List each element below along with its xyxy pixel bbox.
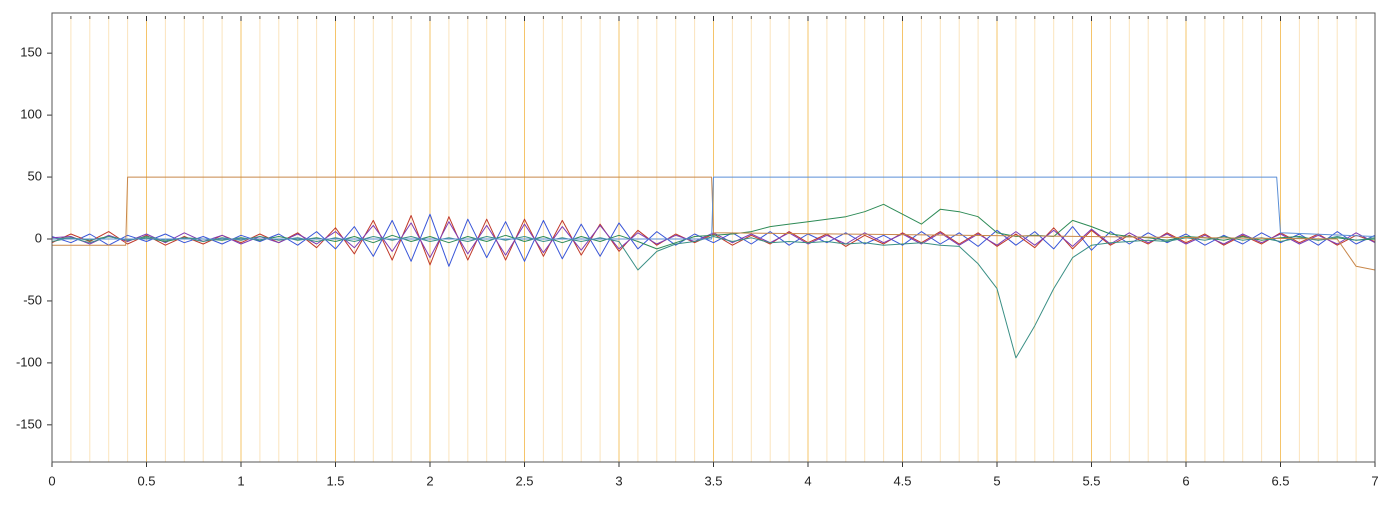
y-tick-label: -150 <box>16 416 42 431</box>
x-tick-label: 4 <box>804 473 811 488</box>
y-tick-label: -100 <box>16 354 42 369</box>
x-tick-label: 3.5 <box>704 473 722 488</box>
x-tick-label: 4.5 <box>893 473 911 488</box>
y-tick-label: 150 <box>20 45 42 60</box>
x-tick-label: 1.5 <box>326 473 344 488</box>
x-tick-label: 6.5 <box>1271 473 1289 488</box>
series-line <box>52 176 1376 240</box>
series-line <box>51 203 1376 250</box>
series-line <box>51 213 1376 267</box>
y-tick-label: 0 <box>35 230 42 245</box>
x-tick-label: 3 <box>615 473 622 488</box>
x-tick-label: 5 <box>993 473 1000 488</box>
x-tick-label: 2 <box>426 473 433 488</box>
x-tick-label: 0 <box>48 473 55 488</box>
x-tick-label: 7 <box>1371 473 1378 488</box>
plot-frame <box>51 12 1376 463</box>
y-tick-label: -50 <box>23 292 42 307</box>
x-tick-label: 1 <box>237 473 244 488</box>
y-tick-label: 100 <box>20 107 42 122</box>
x-tick-label: 2.5 <box>515 473 533 488</box>
x-tick-label: 6 <box>1182 473 1189 488</box>
x-tick-label: 0.5 <box>137 473 155 488</box>
y-tick-label: 50 <box>28 168 42 183</box>
x-tick-label: 5.5 <box>1082 473 1100 488</box>
